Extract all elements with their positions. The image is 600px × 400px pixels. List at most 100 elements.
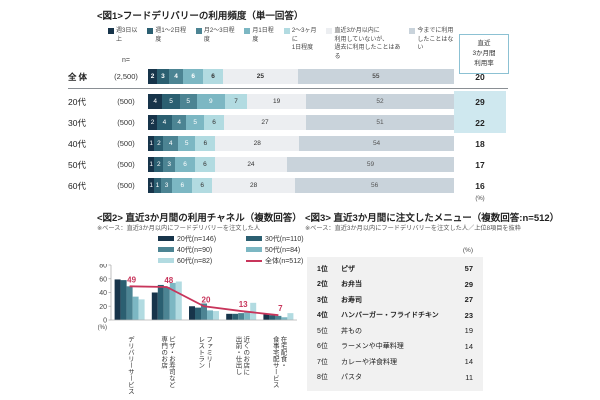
legend-swatch-icon <box>195 28 202 34</box>
fig1-row: 50代 (500) 1 2 3 6 6 24 59 17 <box>68 154 508 175</box>
fig3-rank: 8位 <box>317 374 328 382</box>
fig2-line-value-label: 20 <box>202 295 211 304</box>
fig2-line-value-label: 13 <box>239 300 248 309</box>
fig2-legend-label: 60代(n=82) <box>177 257 213 265</box>
fig1-legend-item: 2～3ヶ月に 1日程度 <box>283 27 322 62</box>
fig1-bar-segment: 6 <box>183 69 204 84</box>
fig1-bar-segment: 4 <box>171 115 187 130</box>
fig1-legend-label: 週3日以上 <box>116 28 138 43</box>
fig2-legend-item: 20代(n=146) <box>158 233 246 244</box>
fig2-legend-item: 50代(n=84) <box>246 244 334 255</box>
fig1-row-n: (500) <box>117 139 135 148</box>
fig1-bar-segment: 6 <box>192 178 213 193</box>
fig1-usage-rate-value: 20 <box>475 71 485 82</box>
legend-swatch-icon <box>246 236 262 241</box>
fig1-bar-segment: 6 <box>203 115 225 130</box>
fig3-menu-row: 1位 ピザ 57 <box>317 261 473 277</box>
fig2-line-value-label: 7 <box>278 304 283 313</box>
legend-swatch-icon <box>326 28 333 34</box>
fig1-bar-segment: 3 <box>160 178 173 193</box>
figure2-legend: 20代(n=146) 30代(n=110) 40代(n=90) 50代(n=84) 60… <box>158 233 334 266</box>
fig3-menu-row: 3位 お寿司 27 <box>317 292 473 308</box>
fig1-row-n: (500) <box>117 118 135 127</box>
fig1-row-label: 40代 <box>68 138 86 149</box>
recent-usage-rate-header: 直近 3か月間 利用率 <box>472 39 496 68</box>
fig3-rank: 5位 <box>317 327 328 335</box>
fig1-bar-segment: 25 <box>222 69 298 84</box>
fig2-line-value-label: 49 <box>127 275 136 284</box>
figure1-title: <図1>フードデリバリーの利用頻度（単一回答） <box>97 11 304 22</box>
figure2-grouped-bar-chart: 0 20 40 60 80 (%) 49 48 20 13 7 デリバリーサービス ピザ・お寿司など … <box>90 263 310 399</box>
legend-swatch-icon <box>283 28 290 34</box>
figure1-legend: 週3日以上 週1～2日程度 月2～3日程度 月1日程度 2～3ヶ月に 1日程度 直近3か月… <box>108 27 458 62</box>
legend-swatch-icon <box>158 236 174 241</box>
fig2-bar <box>175 281 182 320</box>
fig1-row-label: 50代 <box>68 159 86 170</box>
fig1-row-label: 30代 <box>68 117 86 128</box>
svg-text:0: 0 <box>103 318 107 325</box>
fig1-row-label: 全体 <box>68 71 90 82</box>
fig3-menu-name: 丼もの <box>341 327 362 335</box>
legend-swatch-icon <box>108 28 114 34</box>
fig1-bar-segment: 7 <box>224 94 248 109</box>
fig2-legend-item: 全体(n=512) <box>246 255 334 266</box>
fig1-bar-segment: 2 <box>148 115 158 130</box>
fig1-legend-item: 週3日以上 <box>108 27 142 62</box>
fig2-legend-label: 40代(n=90) <box>177 246 213 254</box>
fig1-usage-rate-value: 22 <box>454 112 506 133</box>
fig1-bar-segment: 5 <box>179 94 197 109</box>
fig3-menu-value: 14 <box>464 357 473 367</box>
fig2-line-value-label: 48 <box>164 276 173 285</box>
fig1-legend-label: 直近3か月以内に 利用していないが、 過去に利用したことはある <box>334 28 401 61</box>
fig3-menu-name: ラーメンや中華料理 <box>341 343 404 351</box>
fig1-bar-segment: 24 <box>214 157 288 172</box>
fig1-bar-segment: 9 <box>196 94 225 109</box>
fig3-rank: 6位 <box>317 343 328 351</box>
fig3-rank: 7位 <box>317 358 328 366</box>
fig2-bar <box>114 279 121 320</box>
fig2-bar <box>238 313 245 320</box>
fig2-legend-label: 30代(n=110) <box>265 235 304 243</box>
figure1-percent-unit: (%) <box>475 196 485 202</box>
figure3-percent-unit: (%) <box>462 247 473 254</box>
figure1-stacked-bar-chart: 全体 (2,500) 2 3 4 6 6 25 55 20 20代 (500) 4 5 5 9 7 19 52 29 3… <box>68 66 508 196</box>
fig2-legend-label: 全体(n=512) <box>265 257 304 265</box>
fig1-bar-segment: 6 <box>172 178 193 193</box>
fig2-category-label: デリバリーサービス <box>126 336 134 395</box>
fig3-rank: 3位 <box>317 296 328 304</box>
fig1-total-separator <box>68 88 508 89</box>
fig3-menu-row: 8位 パスタ 11 <box>317 370 473 386</box>
fig1-bar-segment: 3 <box>163 157 176 172</box>
fig1-stacked-bar: 4 5 5 9 7 19 52 <box>148 94 454 109</box>
fig3-menu-value: 19 <box>464 326 473 336</box>
fig1-legend-item: 月2～3日程度 <box>195 27 240 62</box>
figure2-base-note: ※ベース：直近3か月以内にフードデリバリーを注文した人 <box>97 225 261 232</box>
fig3-menu-row: 4位 ハンバーガー・フライドチキン 23 <box>317 308 473 324</box>
fig1-bar-segment: 6 <box>203 69 223 84</box>
fig1-row: 60代 (500) 1 1 3 6 6 28 56 16 <box>68 175 508 196</box>
fig1-bar-segment: 5 <box>186 115 204 130</box>
fig1-bar-segment: 28 <box>215 136 300 151</box>
fig1-row: 全体 (2,500) 2 3 4 6 6 25 55 20 <box>68 66 508 87</box>
fig2-legend-label: 20代(n=146) <box>177 235 217 243</box>
fig1-bar-segment: 4 <box>148 94 163 109</box>
fig2-bar <box>157 284 164 320</box>
svg-text:80: 80 <box>99 264 107 270</box>
fig1-bar-segment: 27 <box>224 115 306 130</box>
figure1-n-header: n= <box>122 57 130 64</box>
fig1-stacked-bar: 1 2 4 5 6 28 54 <box>148 136 454 151</box>
fig1-bar-segment: 2 <box>154 136 164 151</box>
fig1-row-n: (500) <box>117 97 135 106</box>
fig2-bar <box>138 299 145 320</box>
fig3-menu-value: 27 <box>464 295 473 305</box>
fig2-legend-item: 40代(n=90) <box>158 244 246 255</box>
fig1-bar-segment: 55 <box>297 69 454 84</box>
fig3-menu-value: 29 <box>464 279 473 289</box>
fig1-usage-rate-value: 16 <box>475 180 485 191</box>
fig1-row-n: (500) <box>117 181 135 190</box>
fig1-bar-segment: 1 <box>148 178 155 193</box>
fig3-menu-name: ハンバーガー・フライドチキン <box>341 312 439 320</box>
fig1-legend-label: 月1日程度 <box>252 28 274 43</box>
fig2-bar <box>163 287 170 320</box>
